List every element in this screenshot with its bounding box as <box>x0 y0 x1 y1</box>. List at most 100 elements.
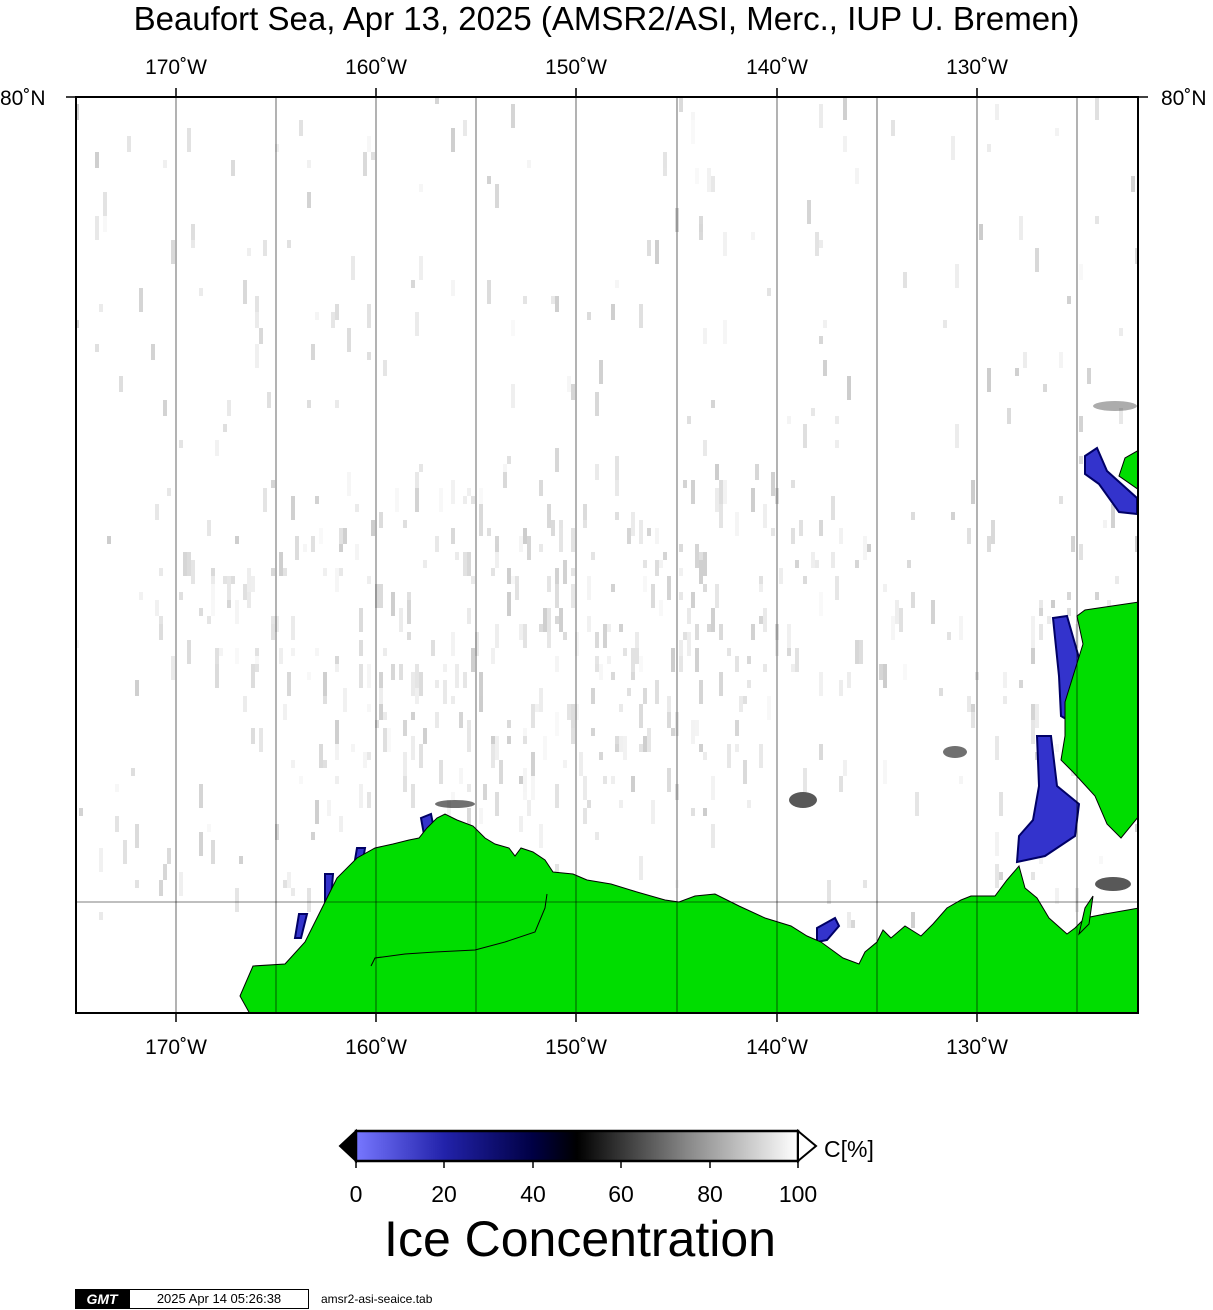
colorbar-tick: 80 <box>697 1181 723 1207</box>
source-filename: amsr2-asi-seaice.tab <box>321 1292 433 1306</box>
ice-pixel <box>387 728 391 752</box>
ice-pixel <box>451 696 455 704</box>
ice-pixel <box>275 144 279 152</box>
ice-pixel <box>135 880 139 888</box>
ice-pixel <box>691 808 695 816</box>
ice-pixel <box>311 344 315 360</box>
ice-pixel <box>679 640 683 656</box>
ice-pixel <box>447 800 451 824</box>
ice-pixel <box>691 592 695 608</box>
ice-pixel <box>459 712 463 728</box>
left-lat-label: 80˚N <box>0 87 46 110</box>
ice-pixel <box>187 552 191 576</box>
ice-pixel <box>495 736 499 760</box>
ice-pixel <box>847 912 851 928</box>
ice-pixel <box>491 744 495 768</box>
ice-pixel <box>311 832 315 840</box>
ice-pixel <box>315 496 319 504</box>
ice-pixel <box>335 304 339 320</box>
ice-pixel <box>331 312 335 328</box>
ice-pixel <box>407 600 411 624</box>
ice-pixel <box>1039 608 1043 616</box>
ice-pixel <box>555 584 559 608</box>
ice-pixel <box>287 240 291 248</box>
ice-pixel <box>1087 368 1091 384</box>
ice-pixel <box>359 784 363 808</box>
ice-pixel <box>679 648 683 672</box>
ice-pixel <box>647 528 651 536</box>
ice-pixel <box>511 320 515 336</box>
ice-pixel <box>479 488 483 504</box>
ice-pixel <box>931 600 935 624</box>
ice-pixel <box>255 656 259 664</box>
ice-pixel <box>883 760 887 784</box>
ice-pixel <box>159 616 163 624</box>
ice-pixel <box>411 672 415 696</box>
ice-pixel <box>755 464 759 480</box>
top-lon-label: 160˚W <box>345 56 407 79</box>
ice-pixel <box>583 808 587 824</box>
ice-pixel <box>647 728 651 752</box>
ice-pixel <box>615 480 619 496</box>
ice-pixel <box>547 576 551 592</box>
colorbar-high-triangle <box>797 1128 818 1164</box>
ice-pixel <box>1039 624 1043 640</box>
top-lon-label: 130˚W <box>946 56 1008 79</box>
ice-pixel <box>1019 216 1023 240</box>
map-border <box>75 96 1139 1014</box>
ice-pixel <box>819 592 823 616</box>
ice-pixel <box>463 496 467 504</box>
ice-pixel <box>631 672 635 680</box>
ice-pixel <box>1115 576 1119 584</box>
ice-pixel <box>863 880 867 888</box>
ice-pixel <box>571 568 575 576</box>
ice-pixel <box>391 664 395 680</box>
ice-pixel <box>623 648 627 656</box>
ice-pixel <box>591 552 595 560</box>
ice-pixel <box>771 472 775 496</box>
ice-pixel <box>835 576 839 600</box>
ice-pixel <box>495 184 499 208</box>
ice-pixel <box>423 728 427 744</box>
ice-pixel <box>1079 544 1083 560</box>
ice-pixel <box>551 296 555 304</box>
ice-pixel <box>1019 680 1023 688</box>
ice-pixel <box>703 752 707 760</box>
ice-pixel <box>367 136 371 152</box>
ice-pixel <box>347 472 351 496</box>
ice-pixel <box>695 720 699 736</box>
ice-pixel <box>739 696 743 712</box>
ice-pixel <box>367 576 371 584</box>
graticule <box>75 96 1139 1014</box>
ice-pixel <box>255 344 259 368</box>
ice-pixel <box>543 608 547 632</box>
ice-pixel <box>291 496 295 520</box>
ice-pixel <box>1055 888 1059 904</box>
ice-pixel <box>743 696 747 704</box>
ice-pixel <box>211 584 215 600</box>
ice-pixel <box>679 568 683 576</box>
ice-pixel <box>571 720 575 744</box>
ice-pixel <box>1055 744 1059 752</box>
ice-pixel <box>379 512 383 528</box>
ice-pixel <box>823 360 827 376</box>
ice-pixel <box>751 232 755 240</box>
ice-pixel <box>903 272 907 288</box>
ice-pixel <box>843 96 847 120</box>
ice-pixel <box>707 168 711 192</box>
ice-pixel <box>291 888 295 896</box>
ice-pixel <box>695 624 699 640</box>
ice-pixel <box>715 464 719 480</box>
ice-pixel <box>523 528 527 544</box>
ice-pixel <box>855 168 859 184</box>
ice-pixel <box>1103 520 1107 528</box>
ice-pixel <box>359 608 363 632</box>
ice-pixel <box>691 120 695 144</box>
ice-pixel <box>995 864 999 888</box>
ice-pixel <box>523 768 527 792</box>
ice-pixel <box>687 632 691 656</box>
ice-pixel <box>631 512 635 536</box>
ice-pixel <box>243 280 247 304</box>
ice-pixel <box>847 376 851 400</box>
ice-pixel <box>443 664 447 672</box>
